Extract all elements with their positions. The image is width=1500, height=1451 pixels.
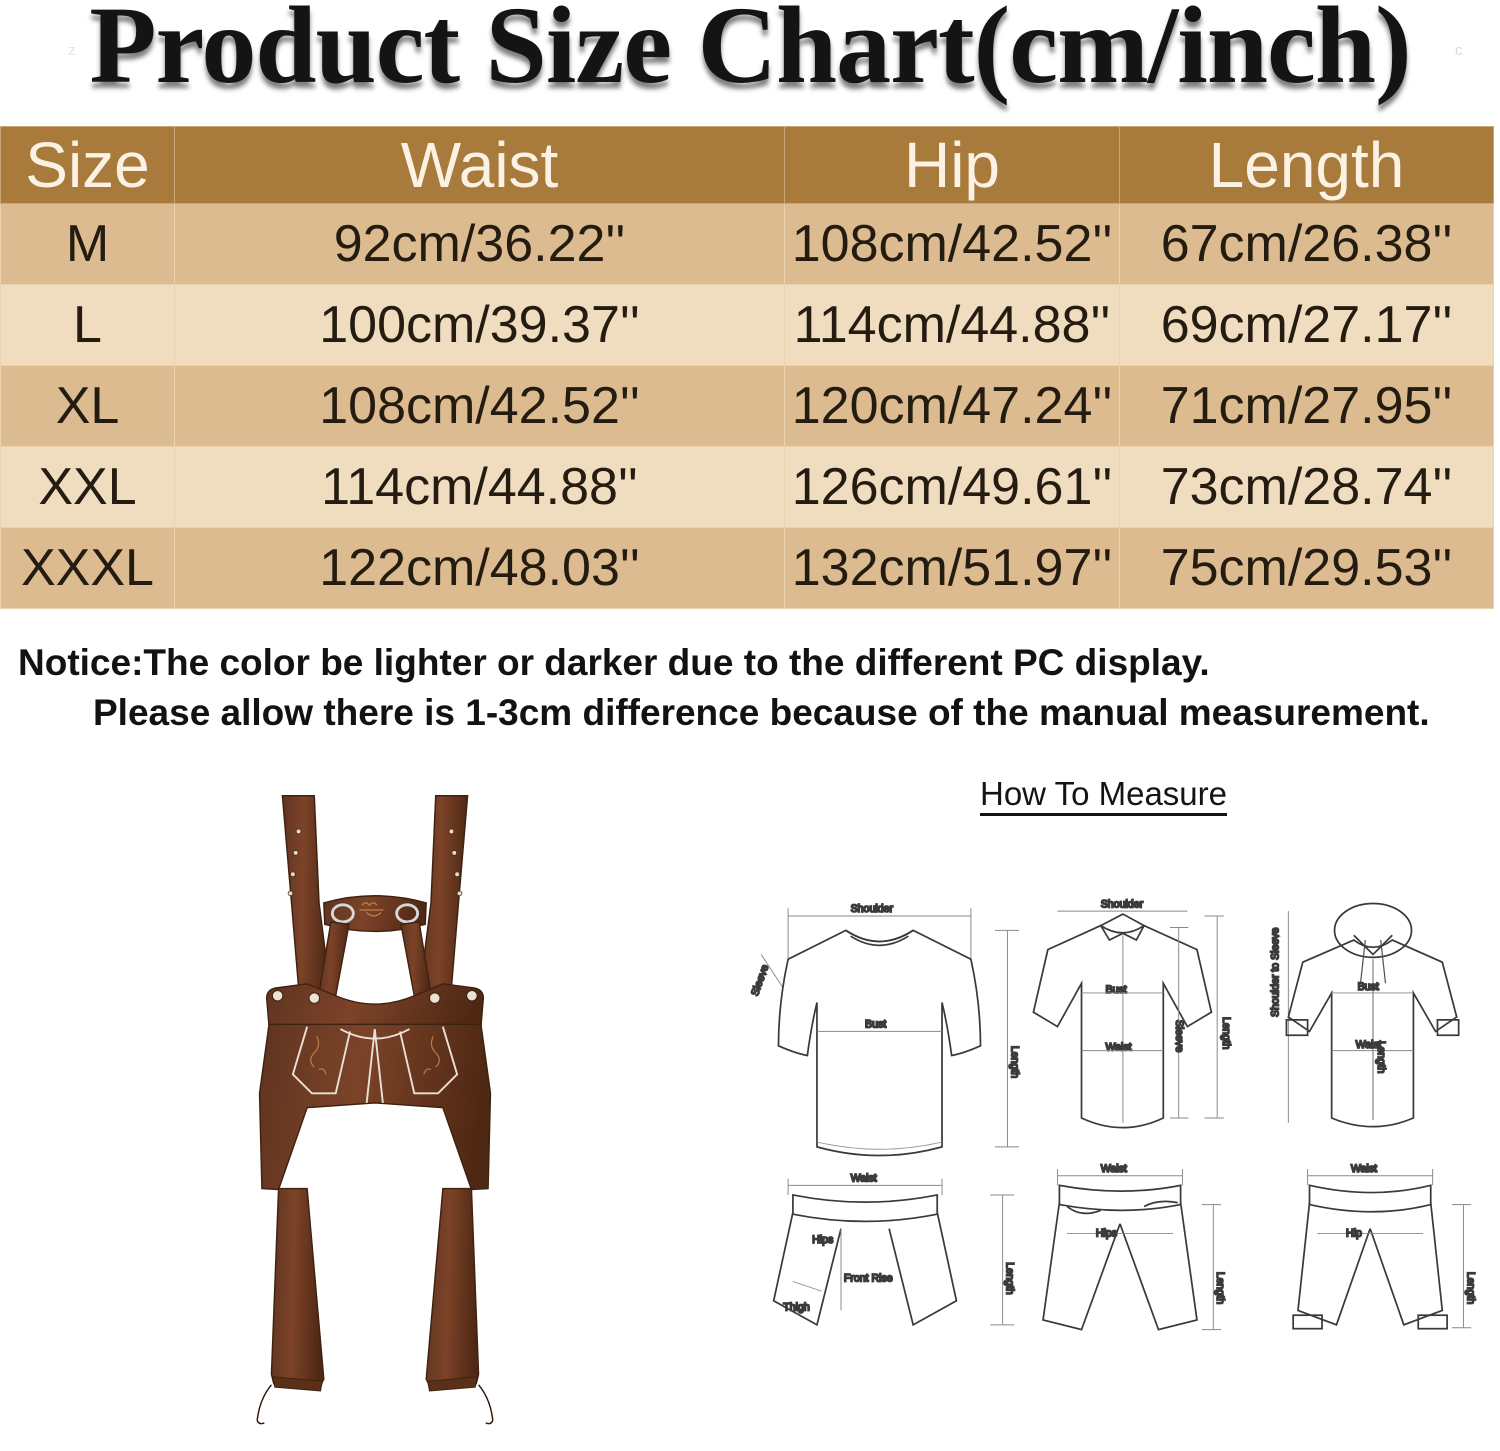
svg-text:Hips: Hips	[1096, 1227, 1117, 1239]
svg-text:Hips: Hips	[812, 1234, 833, 1246]
svg-text:Front Rise: Front Rise	[844, 1273, 893, 1285]
svg-text:Hip: Hip	[1346, 1227, 1362, 1239]
svg-text:Length: Length	[1214, 1272, 1226, 1304]
svg-text:Shoulder to Sleeve: Shoulder to Sleeve	[1270, 927, 1282, 1017]
svg-text:Sleeve: Sleeve	[749, 963, 771, 998]
svg-text:Thigh: Thigh	[783, 1301, 810, 1313]
svg-text:Bust: Bust	[1106, 984, 1127, 996]
svg-text:Sleeve: Sleeve	[1173, 1020, 1185, 1052]
svg-text:Length: Length	[1375, 1041, 1387, 1073]
svg-text:Waist: Waist	[851, 1172, 877, 1184]
svg-text:Length: Length	[1003, 1262, 1015, 1294]
svg-text:Shoulder: Shoulder	[851, 903, 894, 915]
svg-text:Length: Length	[1008, 1046, 1020, 1078]
svg-text:Waist: Waist	[1106, 1042, 1132, 1054]
svg-text:Bust: Bust	[865, 1019, 886, 1031]
svg-text:Waist: Waist	[1101, 1163, 1127, 1175]
svg-text:Length: Length	[1464, 1272, 1476, 1304]
svg-text:Length: Length	[1220, 1017, 1232, 1049]
svg-text:Bust: Bust	[1358, 981, 1379, 993]
svg-text:Waist: Waist	[1351, 1163, 1377, 1175]
svg-text:Shoulder: Shoulder	[1101, 898, 1144, 910]
